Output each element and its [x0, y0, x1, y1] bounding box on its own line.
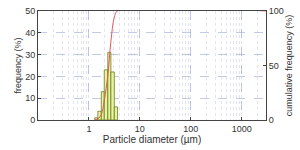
svg-text:100: 100: [183, 124, 198, 134]
svg-text:1: 1: [86, 124, 91, 134]
svg-text:50: 50: [269, 61, 279, 71]
svg-text:Particle diameter (µm): Particle diameter (µm): [103, 134, 202, 145]
svg-text:30: 30: [25, 50, 35, 60]
svg-text:10: 10: [25, 93, 35, 103]
svg-text:1000: 1000: [232, 124, 252, 134]
svg-text:frequency (%): frequency (%): [13, 37, 23, 93]
svg-text:50: 50: [25, 6, 35, 16]
svg-text:10: 10: [135, 124, 145, 134]
svg-text:0: 0: [30, 115, 35, 125]
svg-text:20: 20: [25, 72, 35, 82]
svg-text:40: 40: [25, 28, 35, 38]
svg-text:0: 0: [269, 115, 274, 125]
svg-text:cumulative frequency (%): cumulative frequency (%): [284, 15, 294, 117]
svg-text:100: 100: [269, 6, 284, 16]
